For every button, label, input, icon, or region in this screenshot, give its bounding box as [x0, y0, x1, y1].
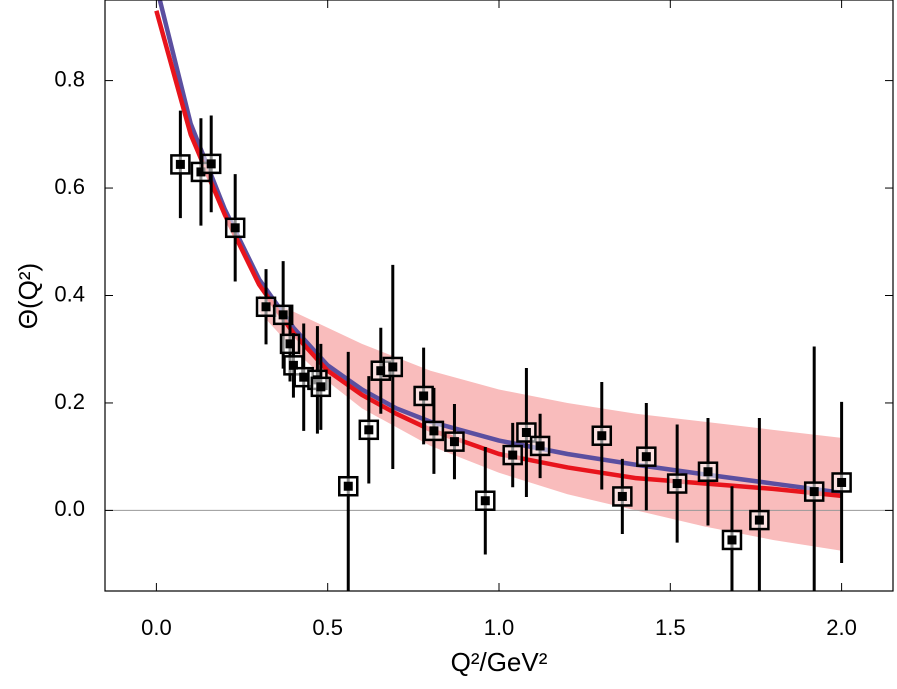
point — [196, 167, 206, 177]
point — [535, 441, 545, 451]
x-tick-label: 0.5 — [312, 615, 343, 640]
point — [508, 450, 518, 460]
point — [299, 372, 309, 382]
point — [316, 382, 326, 392]
point — [175, 159, 185, 169]
point — [285, 339, 295, 349]
point — [376, 366, 386, 376]
point — [449, 437, 459, 447]
point — [617, 491, 627, 501]
x-tick-label: 0.0 — [141, 615, 172, 640]
y-tick-label: 0.4 — [54, 281, 85, 306]
point — [809, 487, 819, 497]
y-tick-label: 0.8 — [54, 66, 85, 91]
y-tick-label: 0.2 — [54, 389, 85, 414]
point — [727, 535, 737, 545]
point — [837, 477, 847, 487]
plot-area — [105, 0, 893, 591]
point — [429, 426, 439, 436]
point — [419, 391, 429, 401]
point — [230, 223, 240, 233]
point — [206, 159, 216, 169]
point — [364, 425, 374, 435]
point — [388, 362, 398, 372]
point — [641, 452, 651, 462]
point — [261, 302, 271, 312]
point — [754, 515, 764, 525]
x-tick-label: 1.0 — [484, 615, 515, 640]
x-tick-label: 2.0 — [826, 615, 857, 640]
point — [343, 481, 353, 491]
point — [288, 360, 298, 370]
x-axis-label: Q²/GeV² — [451, 647, 548, 677]
point — [480, 496, 490, 506]
point — [521, 428, 531, 438]
uncertainty-band — [259, 295, 842, 551]
x-tick-label: 1.5 — [655, 615, 686, 640]
point — [597, 431, 607, 441]
point — [672, 479, 682, 489]
y-tick-label: 0.0 — [54, 496, 85, 521]
point — [278, 310, 288, 320]
y-axis-label: Θ(Q²) — [13, 263, 43, 329]
y-tick-label: 0.6 — [54, 174, 85, 199]
point — [703, 467, 713, 477]
